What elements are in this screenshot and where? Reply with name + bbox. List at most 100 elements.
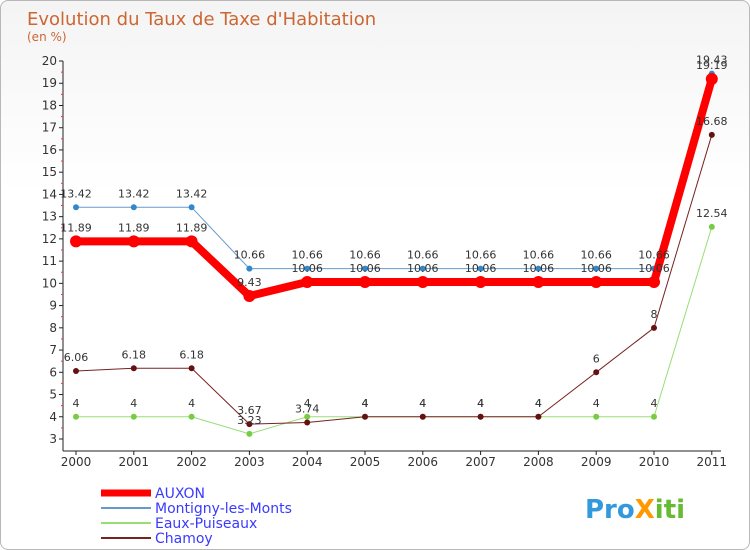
point-eaux-puiseaux (651, 413, 657, 420)
data-label-montigny-les-monts: 10.66 (234, 249, 266, 262)
y-tick-label: 15 (42, 165, 57, 179)
point-auxon (301, 276, 314, 289)
data-label-chamoy: 4 (419, 397, 426, 410)
legend: AUXONMontigny-les-MontsEaux-PuiseauxCham… (101, 486, 292, 547)
series-line-eaux-puiseaux (75, 226, 713, 435)
data-label-chamoy: 6.06 (64, 351, 89, 364)
legend-label-auxon: AUXON (155, 486, 205, 502)
data-label-chamoy: 16.68 (696, 115, 728, 128)
data-label-montigny-les-monts: 19.43 (696, 54, 728, 67)
series-line-chamoy (75, 134, 713, 425)
data-label-montigny-les-monts: 13.42 (118, 187, 150, 200)
point-montigny-les-monts (419, 265, 426, 272)
point-chamoy (73, 367, 79, 374)
point-eaux-puiseaux (593, 413, 600, 420)
x-tick-label: 2003 (234, 455, 265, 469)
data-labels-layer: 13.42 13.42 13.42 10.66 10.66 10.66 10.66 10.66… (60, 54, 727, 427)
point-chamoy (246, 421, 253, 428)
point-chamoy (651, 324, 657, 331)
point-auxon (590, 276, 603, 289)
legend-label-chamoy: Chamoy (155, 531, 213, 547)
point-eaux-puiseaux (708, 223, 715, 230)
point-eaux-puiseaux (304, 413, 311, 420)
y-tick-label: 14 (42, 187, 57, 201)
point-chamoy (477, 413, 484, 420)
point-auxon (648, 276, 660, 289)
data-label-montigny-les-monts: 13.42 (60, 187, 92, 200)
point-eaux-puiseaux (188, 413, 195, 420)
data-label-eaux-puiseaux: 4 (419, 397, 426, 410)
data-label-auxon: 10.06 (580, 262, 612, 275)
data-label-eaux-puiseaux: 4 (130, 397, 137, 410)
data-label-chamoy: 6 (593, 352, 600, 365)
y-tick-label: 20 (42, 54, 57, 68)
y-tick-label: 16 (42, 143, 57, 157)
data-label-chamoy: 3.74 (295, 403, 320, 416)
data-label-auxon: 19.19 (696, 59, 728, 72)
x-tick-label: 2000 (61, 455, 92, 469)
point-auxon (705, 73, 718, 86)
point-chamoy (130, 365, 137, 372)
data-label-chamoy: 6.18 (122, 348, 147, 361)
proxiti-logo: ProXiti (585, 495, 685, 525)
y-tick-label: 9 (49, 299, 57, 313)
y-tick-label: 11 (42, 254, 57, 268)
data-label-auxon: 11.89 (176, 221, 208, 234)
point-montigny-les-monts (246, 265, 253, 272)
point-auxon (70, 235, 82, 248)
data-label-montigny-les-monts: 10.66 (407, 249, 439, 262)
data-label-auxon: 9.43 (237, 276, 262, 289)
point-auxon (185, 235, 198, 248)
data-label-chamoy: 4 (477, 397, 484, 410)
x-tick-label: 2007 (465, 455, 496, 469)
series-line-auxon (72, 75, 716, 301)
data-label-montigny-les-monts: 10.66 (291, 249, 323, 262)
y-tick-label: 8 (49, 321, 57, 335)
data-label-auxon: 10.06 (291, 262, 323, 275)
data-label-montigny-les-monts: 10.66 (638, 249, 670, 262)
point-montigny-les-monts (477, 265, 484, 272)
legend-label-montigny-les-monts: Montigny-les-Monts (155, 501, 292, 517)
y-tick-label: 3 (49, 432, 57, 446)
data-label-auxon: 10.06 (523, 262, 555, 275)
point-montigny-les-monts (188, 204, 195, 211)
point-chamoy (593, 369, 600, 376)
x-tick-label: 2011 (697, 455, 728, 469)
point-montigny-les-monts (535, 265, 542, 272)
data-label-montigny-les-monts: 10.66 (580, 249, 612, 262)
data-label-montigny-les-monts: 10.66 (349, 249, 381, 262)
x-tick-label: 2005 (350, 455, 381, 469)
data-label-chamoy: 6.18 (179, 348, 204, 361)
point-chamoy (708, 131, 715, 138)
point-chamoy (304, 419, 311, 426)
x-tick-label: 2009 (581, 455, 612, 469)
y-tick-label: 6 (49, 365, 57, 379)
series-layer (70, 70, 718, 437)
data-label-eaux-puiseaux: 4 (477, 397, 484, 410)
data-label-auxon: 11.89 (60, 221, 92, 234)
data-label-montigny-les-monts: 10.66 (523, 249, 555, 262)
data-label-montigny-les-monts: 13.42 (176, 187, 208, 200)
y-tick-label: 17 (42, 121, 57, 135)
data-label-auxon: 10.06 (349, 262, 381, 275)
x-tick-label: 2008 (523, 455, 554, 469)
logo-text: ProXiti (585, 495, 685, 525)
point-montigny-les-monts (130, 204, 137, 211)
point-chamoy (419, 413, 426, 420)
y-tick-label: 18 (42, 98, 57, 112)
data-label-eaux-puiseaux: 4 (362, 397, 369, 410)
chart-subtitle: (en %) (27, 30, 67, 44)
data-label-auxon: 10.06 (638, 262, 670, 275)
legend-label-eaux-puiseaux: Eaux-Puiseaux (155, 516, 257, 532)
data-label-eaux-puiseaux: 3.23 (237, 414, 262, 427)
y-tick-label: 7 (49, 343, 57, 357)
x-tick-label: 2001 (119, 455, 150, 469)
x-tick-label: 2002 (176, 455, 207, 469)
data-label-eaux-puiseaux: 4 (188, 397, 195, 410)
data-label-auxon: 11.89 (118, 221, 150, 234)
y-tick-label: 13 (42, 210, 57, 224)
data-label-eaux-puiseaux: 4 (73, 397, 80, 410)
point-chamoy (535, 413, 542, 420)
